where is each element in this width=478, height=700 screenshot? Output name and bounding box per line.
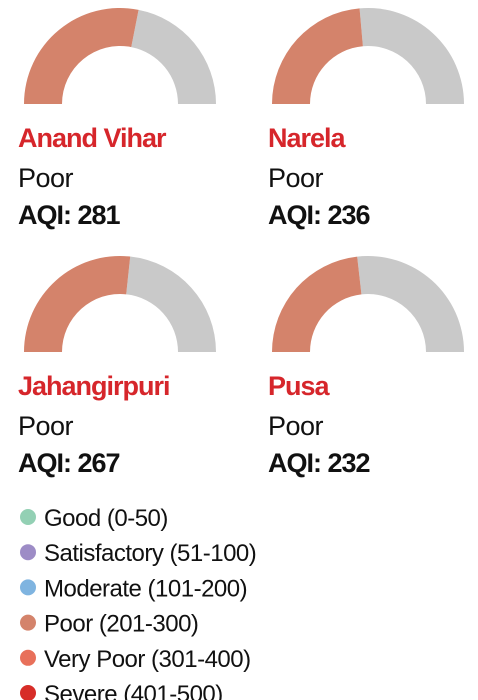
aqi-value: AQI: 281: [18, 200, 121, 230]
category: Poor: [268, 163, 324, 193]
station-name: Jahangirpuri: [18, 371, 170, 401]
gauge-fill: [272, 8, 363, 104]
station-name: Narela: [268, 123, 347, 153]
gauge-fill: [271, 256, 362, 352]
legend-dot: [20, 509, 36, 525]
legend-label: Very Poor (301-400): [44, 646, 251, 673]
category: Poor: [268, 411, 324, 441]
aqi-value: AQI: 232: [268, 448, 370, 478]
gauge-fill: [24, 256, 131, 352]
legend-dot: [20, 544, 36, 561]
gauge-fill: [24, 8, 139, 104]
category: Poor: [18, 163, 74, 193]
legend-dot: [20, 614, 36, 631]
gauge-track: [359, 7, 464, 104]
category: Poor: [18, 411, 74, 441]
legend-label: Severe (401-500): [44, 681, 223, 700]
legend-label: Moderate (101-200): [44, 575, 247, 602]
aqi-value: AQI: 236: [268, 200, 371, 230]
aqi-value: AQI: 267: [18, 448, 120, 478]
legend-dot: [20, 579, 36, 596]
gauge-track: [357, 255, 464, 352]
station-name: Pusa: [268, 371, 331, 401]
station-name: Anand Vihar: [18, 123, 167, 153]
legend-label: Satisfactory (51-100): [44, 540, 256, 567]
legend-dot: [20, 685, 36, 700]
gauge-track: [131, 9, 216, 104]
legend-label: Good (0-50): [44, 505, 168, 532]
legend-label: Poor (201-300): [44, 611, 198, 638]
legend-dot: [20, 649, 36, 666]
gauge-track: [126, 256, 216, 352]
